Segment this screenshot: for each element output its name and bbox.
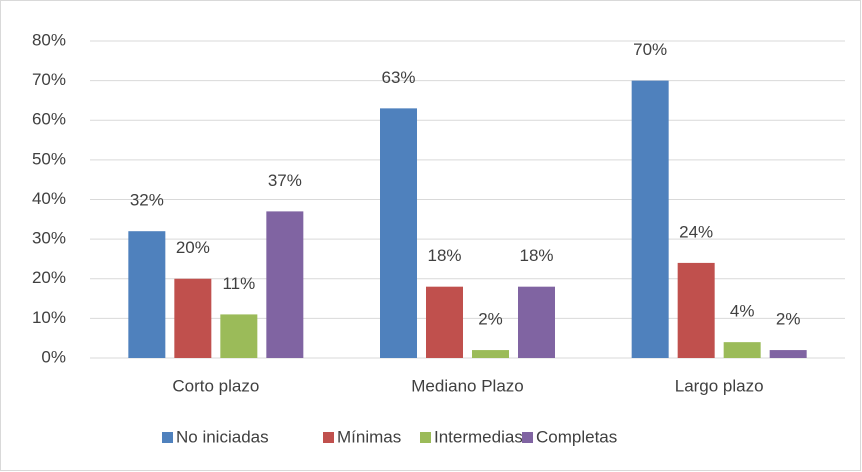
bar [472, 350, 509, 358]
bar [631, 80, 669, 358]
x-tick-label: Mediano Plazo [411, 376, 523, 395]
value-label: 18% [519, 246, 553, 265]
value-label: 63% [381, 68, 415, 87]
y-tick-label: 30% [32, 229, 66, 248]
legend-swatch [522, 432, 533, 443]
y-tick-label: 40% [32, 189, 66, 208]
bar [426, 286, 463, 358]
bar [769, 350, 807, 358]
bar [128, 231, 166, 358]
bar [220, 314, 258, 358]
bar [266, 211, 304, 358]
legend-swatch [323, 432, 334, 443]
legend-swatch [162, 432, 173, 443]
value-label: 32% [130, 191, 164, 210]
bar [677, 262, 715, 358]
value-label: 2% [776, 310, 801, 329]
bar [380, 108, 417, 358]
y-tick-label: 10% [32, 308, 66, 327]
y-tick-label: 50% [32, 149, 66, 168]
y-tick-label: 0% [41, 347, 66, 366]
value-label: 37% [268, 171, 302, 190]
y-tick-label: 70% [32, 70, 66, 89]
legend-label: Intermedias [434, 427, 523, 446]
legend-label: Completas [536, 427, 617, 446]
x-tick-label: Largo plazo [675, 376, 764, 395]
value-label: 4% [730, 302, 755, 321]
value-label: 20% [176, 238, 210, 257]
x-tick-label: Corto plazo [172, 376, 259, 395]
value-label: 11% [222, 274, 255, 293]
bar [518, 286, 555, 358]
y-tick-label: 20% [32, 268, 66, 287]
value-label: 70% [633, 40, 667, 59]
value-label: 18% [427, 246, 461, 265]
bar [174, 278, 212, 358]
legend-swatch [420, 432, 431, 443]
y-tick-label: 80% [32, 30, 66, 49]
legend-label: No iniciadas [176, 427, 269, 446]
legend-label: Mínimas [337, 427, 401, 446]
value-label: 2% [478, 310, 503, 329]
y-tick-label: 60% [32, 110, 66, 129]
bar [723, 342, 761, 358]
value-label: 24% [679, 222, 713, 241]
